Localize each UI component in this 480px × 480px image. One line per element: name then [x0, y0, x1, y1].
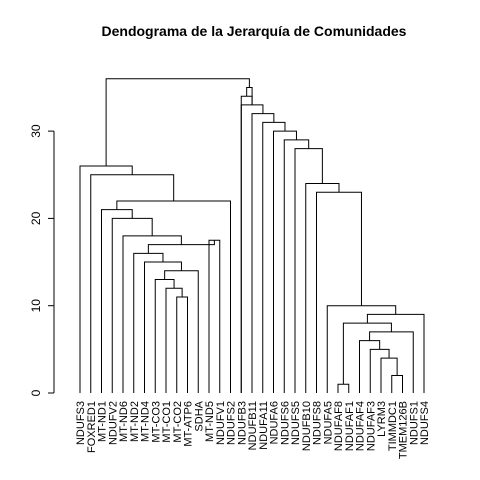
merge-link [305, 182, 340, 393]
merge-link [283, 139, 310, 393]
merge-link [111, 217, 153, 393]
leaf-label: NDUFS4 [419, 401, 431, 445]
merge-link [154, 279, 175, 393]
merge-link [79, 165, 133, 393]
y-tick-label: 30 [29, 124, 43, 138]
leaf-label: MT-ND6 [118, 401, 130, 442]
leaf-label: MT-ND2 [129, 401, 141, 442]
leaf-label: TIMMDC1 [387, 401, 399, 451]
leaf-label: NDUFS5 [290, 401, 302, 445]
y-tick-label: 10 [29, 299, 43, 313]
merge-link [147, 240, 215, 254]
leaf-label: NDUFS1 [408, 401, 420, 445]
leaf-label: MT-ATP6 [183, 401, 195, 447]
leaf-label: NDUFV2 [107, 401, 119, 445]
leaf-label: MT-CO3 [150, 401, 162, 443]
merge-link [391, 375, 403, 393]
merge-link [251, 113, 275, 393]
leaf-label: MT-CO2 [172, 401, 184, 443]
dendrogram-links [79, 78, 425, 393]
merge-link [122, 235, 182, 393]
leaf-label: NDUFV1 [215, 401, 227, 445]
leaf-label: NDUFS8 [312, 401, 324, 445]
y-tick-label: 20 [29, 211, 43, 225]
leaf-label: LYRM3 [376, 401, 388, 437]
leaf-label: NDUFA6 [269, 401, 281, 444]
y-tick-label: 0 [29, 389, 43, 396]
merge-link [133, 252, 164, 393]
merge-link [165, 287, 183, 393]
merge-link [116, 200, 231, 393]
leaf-labels: NDUFS3FOXRED1MT-ND1NDUFV2MT-ND6MT-ND2MT-… [75, 400, 431, 459]
leaf-label: TMEM126B [398, 401, 410, 459]
merge-link [359, 340, 381, 393]
merge-link [326, 305, 397, 393]
chart-title: Dendograma de la Jerarquía de Comunidade… [102, 23, 407, 39]
merge-link [208, 239, 221, 393]
leaf-label: NDUFS3 [75, 401, 87, 445]
merge-link [337, 383, 350, 393]
leaf-label: NDUFB3 [236, 401, 248, 445]
merge-link [105, 78, 250, 167]
leaf-label: MT-ND5 [204, 401, 216, 442]
leaf-label: NDUFAF8 [333, 401, 345, 451]
merge-link [144, 261, 182, 393]
leaf-label: NDUFAF3 [365, 401, 377, 451]
leaf-label: NDUFS6 [279, 401, 291, 445]
leaf-label: NDUFAF1 [344, 401, 356, 451]
merge-link [101, 209, 133, 393]
merge-link [164, 270, 199, 393]
merge-link [369, 331, 414, 393]
leaf-label: MT-ND1 [97, 401, 109, 442]
leaf-label: FOXRED1 [86, 401, 98, 453]
leaf-label: SDHA [193, 400, 205, 431]
merge-link [90, 174, 175, 393]
leaf-label: MT-CO1 [161, 401, 173, 443]
merge-link [273, 130, 297, 393]
merge-link [366, 313, 425, 393]
merge-link [316, 191, 362, 393]
leaf-label: NDUFA5 [322, 401, 334, 444]
leaf-label: NDUFB11 [247, 401, 259, 450]
merge-link [246, 86, 253, 105]
merge-link [240, 95, 253, 393]
y-axis: 0 10 20 30 [29, 124, 55, 396]
merge-link [294, 148, 323, 393]
leaf-label: NDUFA11 [258, 401, 270, 450]
leaf-label: NDUFS2 [226, 401, 238, 445]
merge-link [176, 296, 188, 393]
leaf-label: MT-ND4 [140, 401, 152, 442]
leaf-label: NDUFB10 [301, 401, 313, 451]
leaf-label: NDUFAF4 [355, 401, 367, 451]
merge-link [369, 348, 390, 393]
